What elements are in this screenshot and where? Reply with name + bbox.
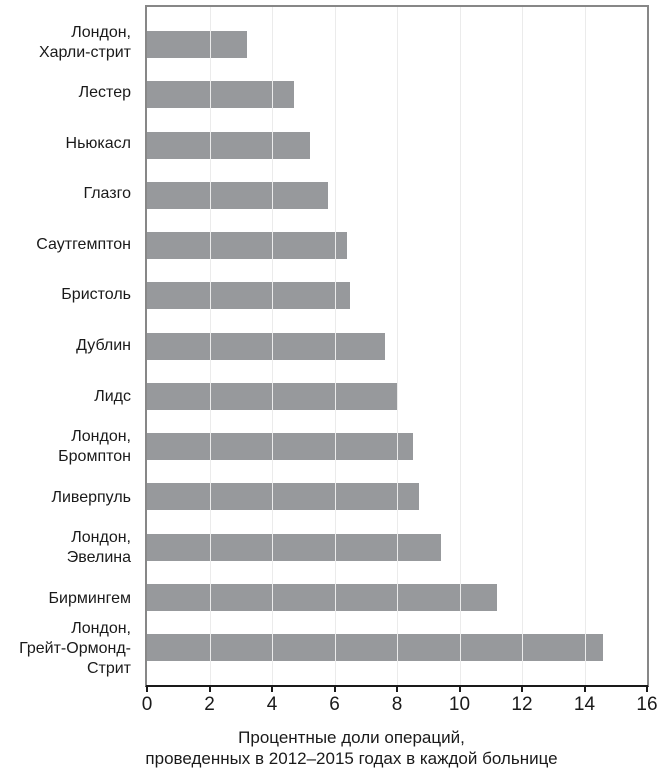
- y-axis-labels: Лондон, Харли-стрит Лестер Ньюкасл Глазго Са…: [0, 5, 138, 687]
- bar: [147, 332, 385, 360]
- x-ticklabel: 12: [511, 694, 533, 715]
- gridline: [522, 7, 523, 685]
- x-ticklabel: 16: [636, 694, 658, 715]
- x-ticklabel: 6: [329, 694, 340, 715]
- x-tickmark: [646, 685, 648, 692]
- y-axis-label: Бирмингем: [48, 589, 132, 607]
- x-axis-ticklabels: 0 2 4 6 8 10 12 14 16: [142, 693, 658, 717]
- gridline: [334, 7, 336, 685]
- x-ticklabel: 2: [204, 694, 215, 715]
- x-axis-title: Процентные доли операций, проведенных в …: [22, 727, 659, 769]
- x-ticklabel: 10: [448, 694, 471, 715]
- y-axis-label: Глазго: [83, 185, 131, 203]
- x-tickmark: [458, 685, 461, 692]
- bar: [147, 181, 329, 209]
- x-tickmark: [333, 685, 336, 692]
- x-ticklabel: 0: [141, 694, 153, 715]
- gridline: [272, 7, 273, 685]
- y-axis-label: Лондон, Бромптон: [58, 428, 131, 466]
- y-axis-label: Бристоль: [61, 286, 131, 304]
- x-tickmark: [271, 685, 273, 692]
- bar: [147, 583, 497, 611]
- y-axis-label: Ньюкасл: [65, 134, 131, 152]
- x-tickmark: [146, 685, 148, 692]
- bar: [147, 433, 413, 460]
- bar: [147, 31, 247, 58]
- x-ticklabel: 8: [391, 694, 403, 715]
- x-axis-title-line2: проведенных в 2012–2015 годах в каждой б…: [145, 749, 558, 768]
- bar: [147, 81, 294, 109]
- x-axis-title-line1: Процентные доли операций,: [238, 728, 465, 747]
- y-axis-label: Лондон, Харли-стрит: [38, 23, 131, 61]
- gridline: [209, 7, 211, 685]
- y-axis-label: Лестер: [78, 84, 131, 102]
- y-axis-label: Дублин: [76, 336, 131, 354]
- y-axis-label: Ливерпуль: [51, 488, 131, 506]
- y-axis-label: Лондон, Эвелина: [66, 529, 131, 567]
- x-ticklabel: 4: [266, 694, 278, 715]
- y-axis-label: Лидс: [94, 387, 131, 405]
- x-tickmark: [208, 685, 211, 692]
- x-ticklabel: 14: [573, 694, 596, 715]
- y-axis-label: Саутгемптон: [36, 235, 131, 253]
- x-tickmark: [583, 685, 586, 692]
- plot-area: [145, 5, 649, 687]
- bar: [147, 131, 310, 159]
- bar: [147, 232, 347, 259]
- gridline: [459, 7, 461, 685]
- gridline: [584, 7, 586, 685]
- bar: [147, 533, 441, 561]
- bar: [147, 483, 419, 511]
- x-tickmark: [521, 685, 523, 692]
- y-axis-label: Лондон, Грейт-Ормонд- Стрит: [19, 620, 131, 678]
- gridline: [397, 7, 398, 685]
- bar: [147, 282, 351, 310]
- x-tickmark: [396, 685, 398, 692]
- bar: [147, 634, 604, 661]
- x-axis-tickmarks: [146, 685, 648, 693]
